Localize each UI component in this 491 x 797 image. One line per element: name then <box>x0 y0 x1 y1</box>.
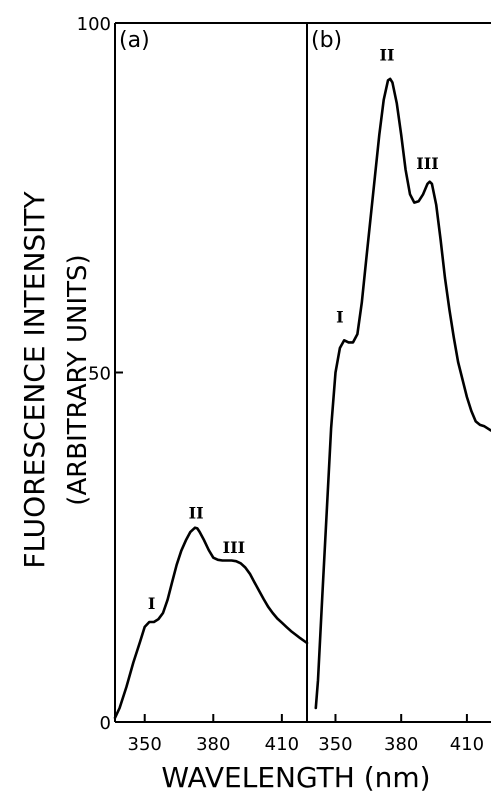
x-tick-label: 380 <box>196 734 230 755</box>
peak-label: I <box>336 308 343 327</box>
x-tick-label: 410 <box>265 734 299 755</box>
peak-label: II <box>189 503 204 522</box>
y-axis-label-line-2: (ARBITRARY UNITS) <box>63 254 93 505</box>
x-tick-label: 380 <box>384 734 418 755</box>
x-axis-label: WAVELENGTH (nm) <box>161 761 430 794</box>
panel-label: (a) <box>119 28 150 53</box>
peak-label: III <box>416 154 438 173</box>
y-axis-label-line-1: FLUORESCENCE INTENSITY <box>18 190 51 568</box>
y-tick-label: 100 <box>77 14 111 35</box>
peak-label: III <box>223 538 245 557</box>
x-tick-label: 350 <box>128 734 162 755</box>
spectrum-curve <box>314 77 491 710</box>
panel-label: (b) <box>311 28 342 53</box>
peak-label: I <box>148 594 155 613</box>
x-tick-label: 410 <box>450 734 484 755</box>
spectrum-curve <box>113 526 309 720</box>
y-tick-label: 50 <box>88 364 111 385</box>
y-tick-label: 0 <box>100 713 111 734</box>
peak-label: II <box>379 45 394 64</box>
x-tick-label: 350 <box>318 734 352 755</box>
